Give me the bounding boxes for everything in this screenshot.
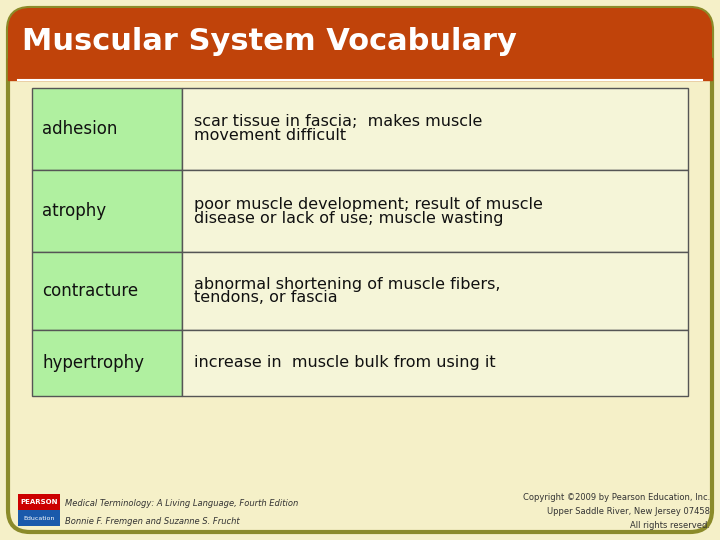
Bar xyxy=(182,88,688,170)
Text: Copyright ©2009 by Pearson Education, Inc.: Copyright ©2009 by Pearson Education, In… xyxy=(523,492,710,502)
Text: contracture: contracture xyxy=(42,282,138,300)
Bar xyxy=(8,58,712,80)
Text: All rights reserved.: All rights reserved. xyxy=(630,521,710,530)
Text: scar tissue in fascia;  makes muscle: scar tissue in fascia; makes muscle xyxy=(194,114,482,130)
Text: tendons, or fascia: tendons, or fascia xyxy=(194,291,338,306)
Bar xyxy=(32,170,182,252)
Text: Muscular System Vocabulary: Muscular System Vocabulary xyxy=(22,28,517,57)
Text: Bonnie F. Fremgen and Suzanne S. Frucht: Bonnie F. Fremgen and Suzanne S. Frucht xyxy=(65,516,240,525)
Text: poor muscle development; result of muscle: poor muscle development; result of muscl… xyxy=(194,197,543,212)
Text: movement difficult: movement difficult xyxy=(194,129,346,144)
Text: Upper Saddle River, New Jersey 07458: Upper Saddle River, New Jersey 07458 xyxy=(547,507,710,516)
FancyBboxPatch shape xyxy=(8,8,712,80)
Bar xyxy=(18,494,60,510)
Text: adhesion: adhesion xyxy=(42,120,117,138)
Bar xyxy=(182,252,688,330)
Bar xyxy=(32,252,182,330)
Bar xyxy=(182,330,688,396)
Bar xyxy=(18,510,60,526)
Bar xyxy=(182,170,688,252)
Text: Medical Terminology: A Living Language, Fourth Edition: Medical Terminology: A Living Language, … xyxy=(65,500,298,509)
Bar xyxy=(32,330,182,396)
Text: atrophy: atrophy xyxy=(42,202,106,220)
Bar xyxy=(32,88,182,170)
FancyBboxPatch shape xyxy=(8,8,712,532)
Text: hypertrophy: hypertrophy xyxy=(42,354,144,372)
Text: PEARSON: PEARSON xyxy=(20,499,58,505)
Text: Education: Education xyxy=(23,516,55,521)
Text: abnormal shortening of muscle fibers,: abnormal shortening of muscle fibers, xyxy=(194,276,500,292)
Text: increase in  muscle bulk from using it: increase in muscle bulk from using it xyxy=(194,355,495,370)
Text: disease or lack of use; muscle wasting: disease or lack of use; muscle wasting xyxy=(194,211,503,226)
